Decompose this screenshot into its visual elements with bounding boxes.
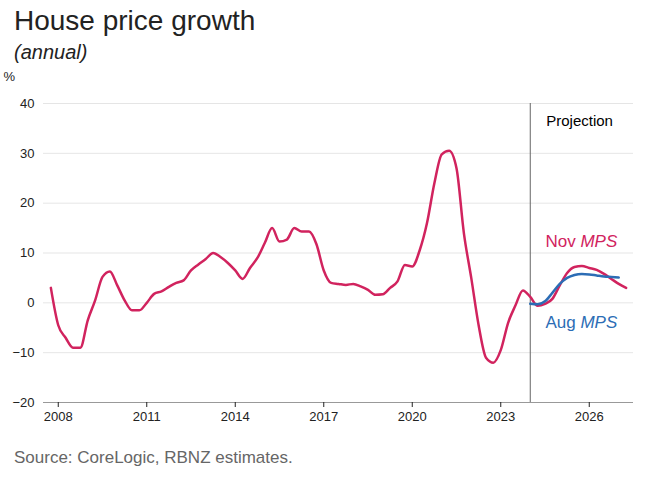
- svg-text:10: 10: [20, 245, 34, 260]
- html-text:Source: CoreLogic, RBNZ estima: Source: CoreLogic, RBNZ estimates.: [14, 448, 293, 467]
- svg-text:2026: 2026: [575, 409, 604, 424]
- svg-text:%: %: [4, 69, 16, 84]
- svg-text:−20: −20: [12, 395, 34, 410]
- html-text:(annual): (annual): [14, 41, 88, 63]
- svg-text:20: 20: [20, 195, 34, 210]
- svg-text:2020: 2020: [398, 409, 427, 424]
- html-text:House price growth: House price growth: [14, 5, 256, 36]
- svg-text:30: 30: [20, 145, 34, 160]
- svg-text:2011: 2011: [133, 409, 161, 424]
- svg-text:Aug MPS: Aug MPS: [545, 313, 617, 332]
- svg-text:Projection: Projection: [546, 112, 613, 129]
- svg-text:Nov MPS: Nov MPS: [545, 232, 617, 251]
- svg-text:2008: 2008: [44, 409, 73, 424]
- svg-text:2014: 2014: [221, 409, 250, 424]
- svg-text:−10: −10: [12, 345, 34, 360]
- svg-text:2017: 2017: [309, 409, 338, 424]
- svg-text:2023: 2023: [486, 409, 515, 424]
- svg-text:0: 0: [27, 295, 34, 310]
- svg-text:40: 40: [20, 96, 34, 111]
